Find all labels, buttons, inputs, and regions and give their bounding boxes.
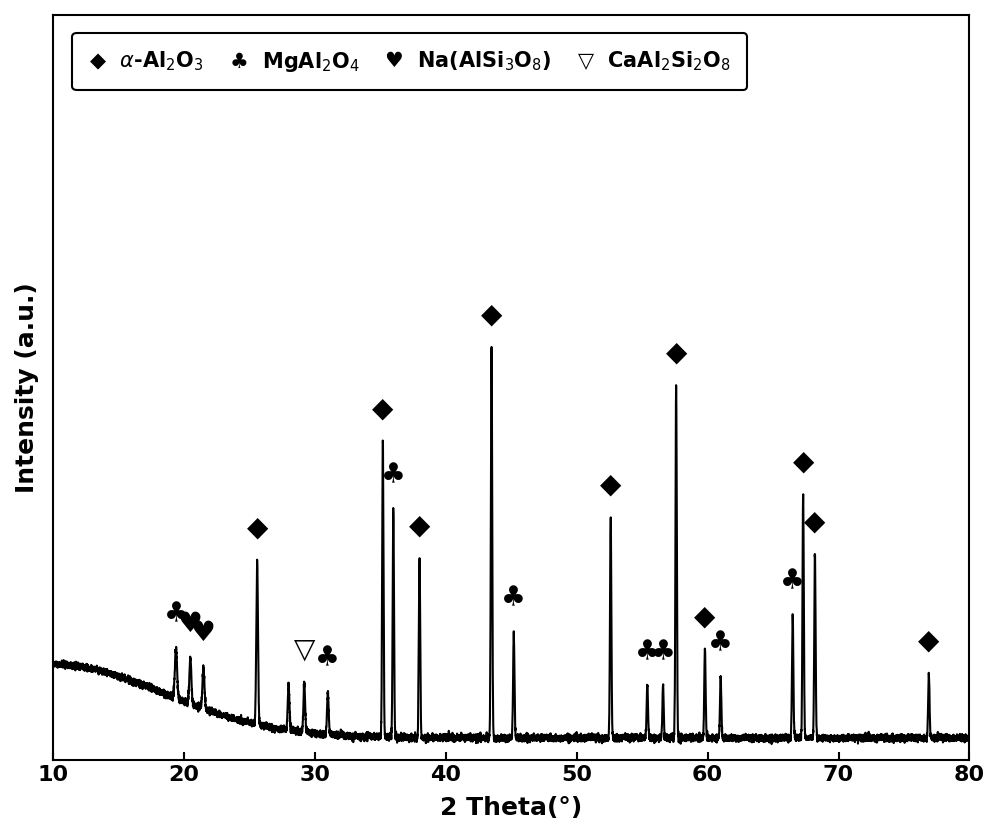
Text: ♣: ♣	[708, 630, 733, 658]
Text: ♣: ♣	[651, 638, 675, 665]
Text: ▽: ▽	[294, 635, 315, 663]
Text: ♥: ♥	[191, 619, 216, 647]
X-axis label: 2 Theta(°): 2 Theta(°)	[440, 796, 582, 820]
Y-axis label: Intensity (a.u.): Intensity (a.u.)	[15, 282, 39, 493]
Text: ♣: ♣	[635, 638, 660, 666]
Text: ♣: ♣	[780, 568, 805, 595]
Text: ◆: ◆	[694, 602, 716, 630]
Text: ◆: ◆	[804, 508, 826, 536]
Text: ◆: ◆	[918, 626, 940, 655]
Text: ◆: ◆	[372, 394, 394, 422]
Text: ◆: ◆	[481, 301, 502, 328]
Legend: ◆  $\alpha$-Al$_2$O$_3$, ♣  MgAl$_2$O$_4$, ♥  Na(AlSi$_3$O$_8$), ▽  CaAl$_2$Si$_: ◆ $\alpha$-Al$_2$O$_3$, ♣ MgAl$_2$O$_4$,…	[72, 33, 747, 90]
Text: ♣: ♣	[164, 600, 188, 629]
Text: ♥: ♥	[178, 610, 203, 638]
Text: ◆: ◆	[409, 512, 430, 539]
Text: ♣: ♣	[501, 584, 526, 613]
Text: ♣: ♣	[381, 462, 406, 489]
Text: ◆: ◆	[792, 448, 814, 476]
Text: ♣: ♣	[315, 645, 340, 673]
Text: ◆: ◆	[600, 471, 621, 499]
Text: ◆: ◆	[246, 514, 268, 541]
Text: ◆: ◆	[665, 339, 687, 367]
